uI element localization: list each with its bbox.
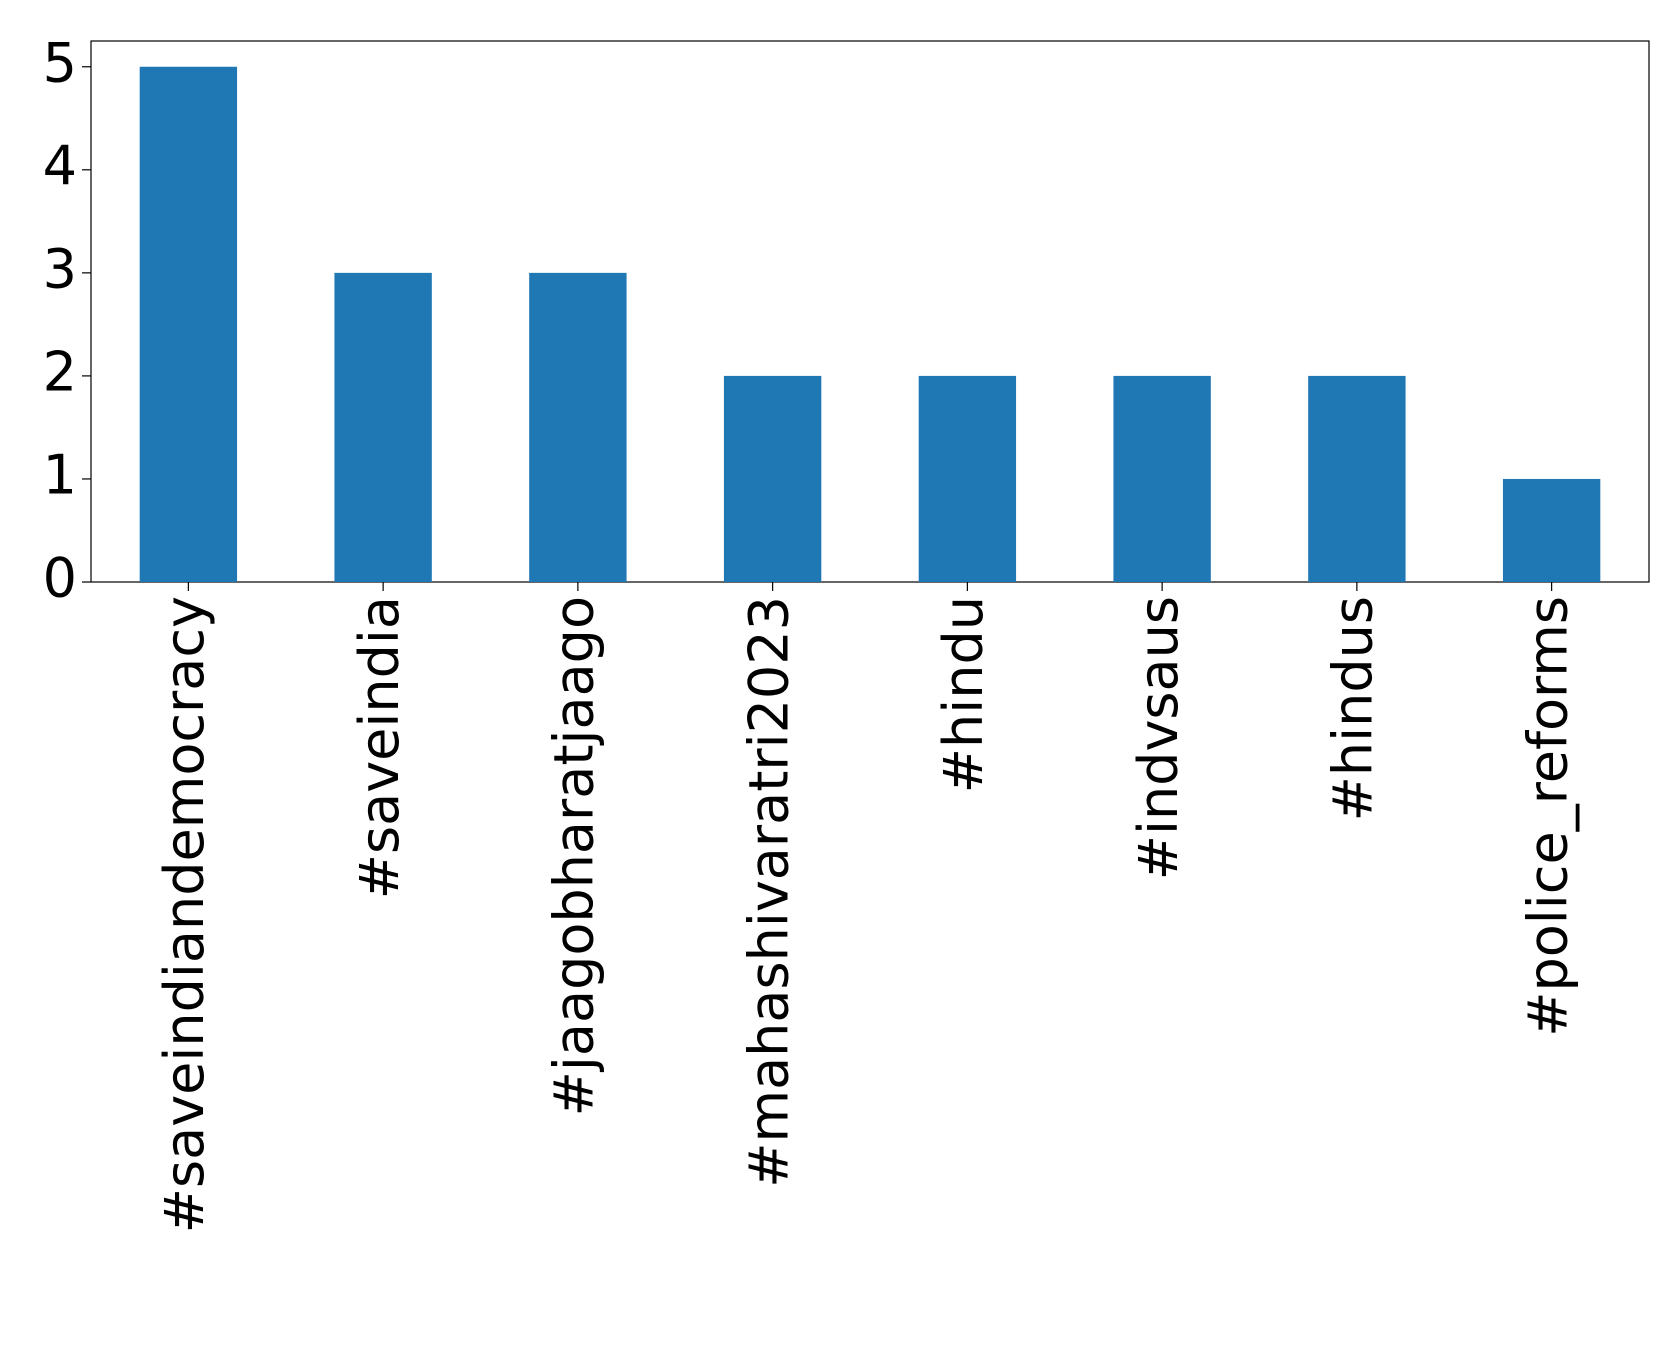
x-tick-label: #hindu (932, 596, 995, 793)
x-tick-label: #indvsaus (1127, 596, 1190, 880)
x-tick-label: #police_reforms (1516, 596, 1579, 1037)
bar (334, 272, 432, 582)
x-tick-label: #hindus (1322, 596, 1385, 821)
bar (1308, 375, 1406, 582)
y-tick-label: 0 (43, 547, 77, 610)
bar (139, 66, 238, 582)
y-tick-label: 5 (43, 31, 77, 94)
x-tick-label: #jaagobharatjaago (543, 596, 606, 1116)
y-tick-label: 2 (43, 341, 77, 404)
y-tick-label: 3 (43, 237, 77, 300)
bar (723, 375, 822, 582)
bar (1502, 478, 1601, 582)
bar (1113, 375, 1211, 582)
plot-frame (90, 40, 1650, 583)
bar (918, 375, 1017, 582)
x-tick-label: #saveindia (348, 596, 411, 899)
y-tick-label: 1 (43, 444, 77, 507)
x-tick-label: #mahashivaratri2023 (737, 596, 800, 1188)
y-tick-label: 4 (43, 134, 77, 197)
x-tick-label: #saveindiandemocracy (153, 596, 216, 1233)
bar (529, 272, 627, 582)
